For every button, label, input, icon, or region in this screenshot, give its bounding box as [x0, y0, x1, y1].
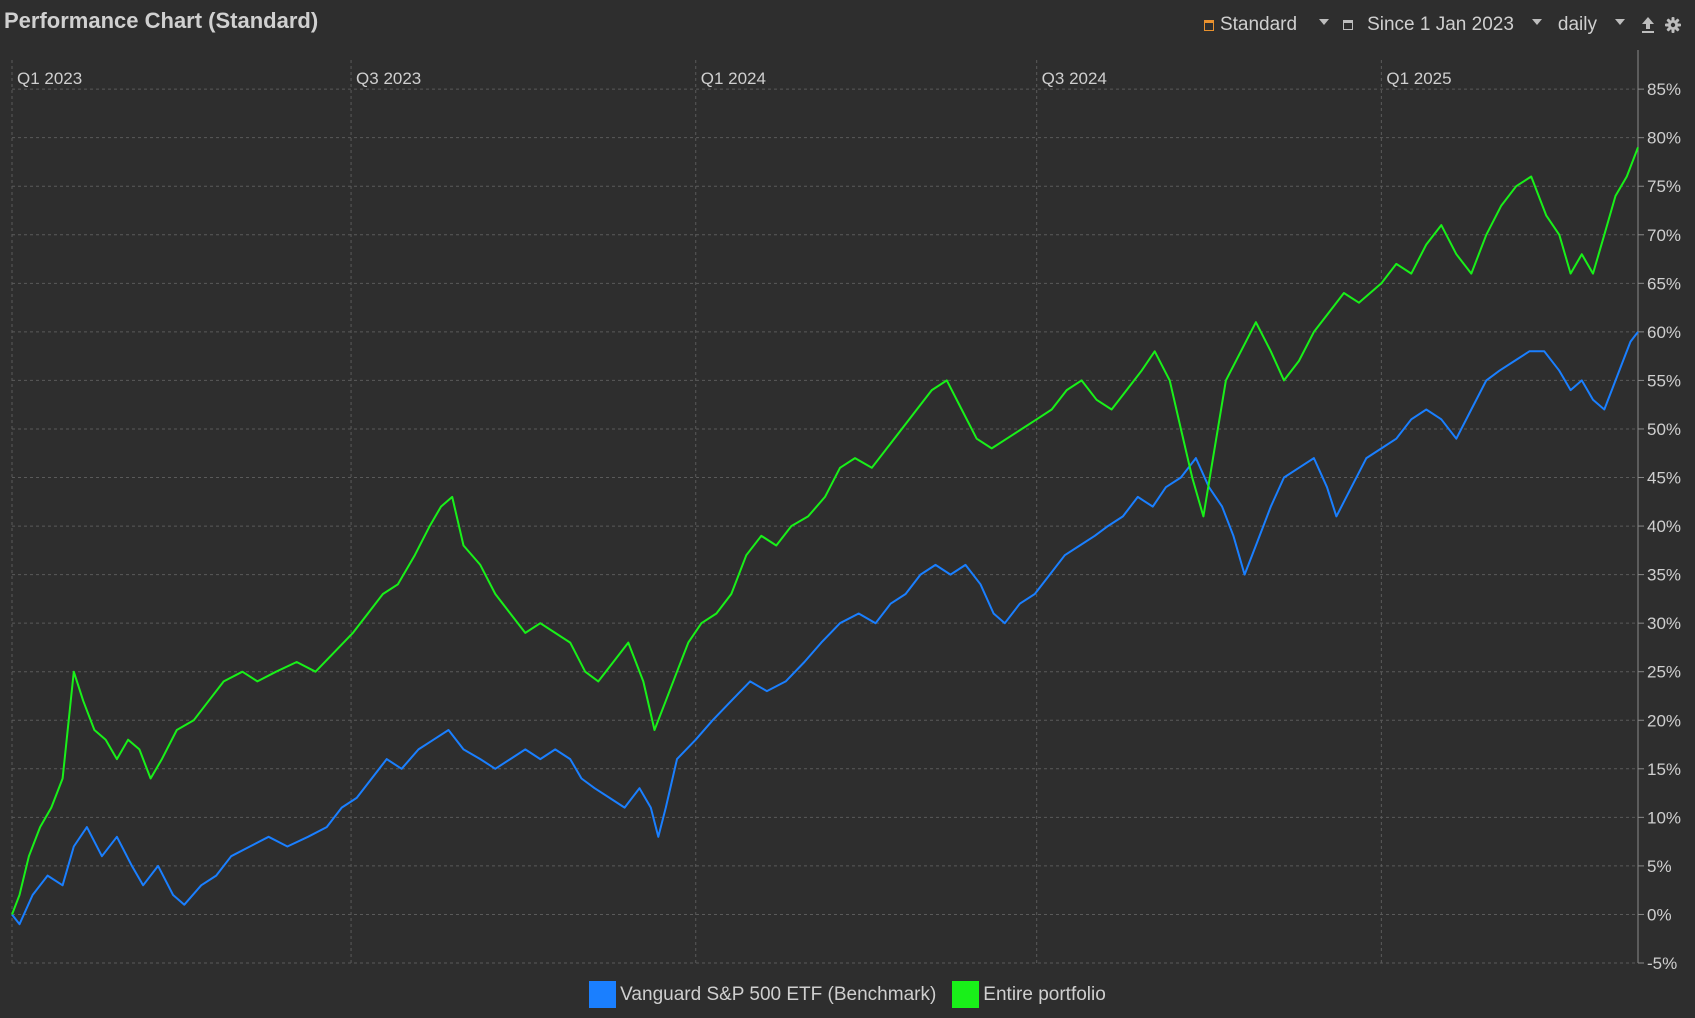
y-tick-label: 70% [1647, 226, 1681, 245]
interval-selector[interactable]: daily [1558, 14, 1641, 36]
period-selector[interactable]: Since 1 Jan 2023 [1343, 14, 1558, 36]
chart-legend: Vanguard S&P 500 ETF (Benchmark) Entire … [0, 981, 1695, 1008]
legend-label-benchmark: Vanguard S&P 500 ETF (Benchmark) [620, 983, 937, 1005]
x-tick-label: Q1 2024 [701, 69, 766, 88]
period-dropdown-caret-icon[interactable] [1531, 19, 1542, 25]
benchmark-swatch [589, 981, 617, 1008]
interval-dropdown-caret-icon[interactable] [1615, 19, 1625, 25]
page-title: Performance Chart (Standard) [4, 8, 319, 33]
y-tick-label: 35% [1647, 566, 1681, 585]
y-tick-label: 60% [1647, 323, 1681, 342]
y-tick-label: 65% [1647, 274, 1681, 293]
view-dropdown-caret-icon[interactable] [1319, 19, 1330, 25]
y-tick-label: 20% [1647, 711, 1681, 730]
calendar-icon [1343, 20, 1354, 30]
y-tick-label: 55% [1647, 371, 1681, 390]
y-tick-label: 85% [1647, 80, 1681, 99]
y-tick-label: 50% [1647, 420, 1681, 439]
y-tick-label: 0% [1647, 905, 1672, 924]
export-icon[interactable] [1641, 16, 1655, 34]
x-tick-label: Q3 2024 [1042, 69, 1107, 88]
legend-item-portfolio[interactable]: Entire portfolio [952, 981, 1106, 1008]
y-tick-label: 40% [1647, 517, 1681, 536]
y-tick-label: 75% [1647, 177, 1681, 196]
view-selector[interactable]: Standard [1203, 14, 1343, 36]
gear-icon[interactable] [1665, 17, 1681, 33]
view-label: Standard [1219, 14, 1298, 35]
portfolio-swatch [952, 981, 980, 1008]
chart-toolbar: Standard Since 1 Jan 2023 daily [1203, 12, 1681, 38]
x-tick-label: Q3 2023 [356, 69, 421, 88]
portfolio-series-line [11, 147, 1639, 915]
y-tick-label: 15% [1647, 760, 1681, 779]
y-tick-label: -5% [1647, 954, 1677, 973]
legend-item-benchmark[interactable]: Vanguard S&P 500 ETF (Benchmark) [589, 981, 936, 1008]
y-tick-label: 10% [1647, 808, 1681, 827]
x-tick-label: Q1 2023 [17, 69, 82, 88]
interval-label: daily [1557, 14, 1597, 35]
chart-view-icon [1203, 19, 1214, 31]
period-label: Since 1 Jan 2023 [1367, 14, 1514, 35]
legend-label-portfolio: Entire portfolio [983, 983, 1106, 1005]
y-tick-label: 25% [1647, 663, 1681, 682]
x-tick-label: Q1 2025 [1386, 69, 1451, 88]
y-tick-label: 30% [1647, 614, 1681, 633]
y-tick-label: 5% [1647, 857, 1672, 876]
benchmark-series-line [11, 331, 1639, 926]
y-tick-label: 45% [1647, 469, 1681, 488]
y-tick-label: 80% [1647, 129, 1681, 148]
